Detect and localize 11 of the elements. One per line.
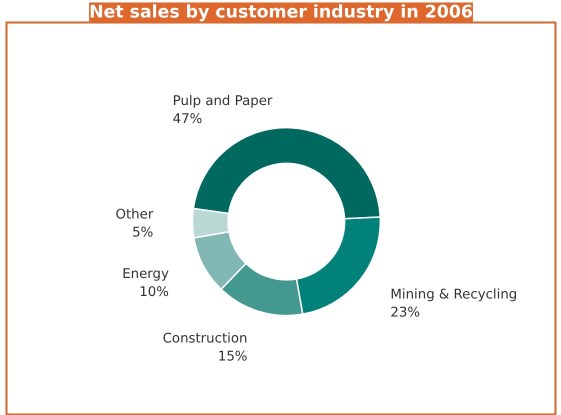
chart-title: Net sales by customer industry in 2006: [89, 2, 473, 22]
data-label: 5%: [132, 225, 154, 240]
slice-label: Pulp and Paper: [172, 94, 273, 110]
slice-label: Energy: [122, 267, 169, 282]
data-label: 15%: [218, 349, 248, 364]
slice-label: Mining & Recycling: [390, 288, 518, 302]
data-label: 47%: [172, 112, 202, 128]
slice-label: Construction: [162, 331, 248, 346]
slice-label: Other: [115, 207, 154, 222]
data-label: 10%: [139, 285, 169, 300]
data-label: 23%: [390, 306, 420, 320]
